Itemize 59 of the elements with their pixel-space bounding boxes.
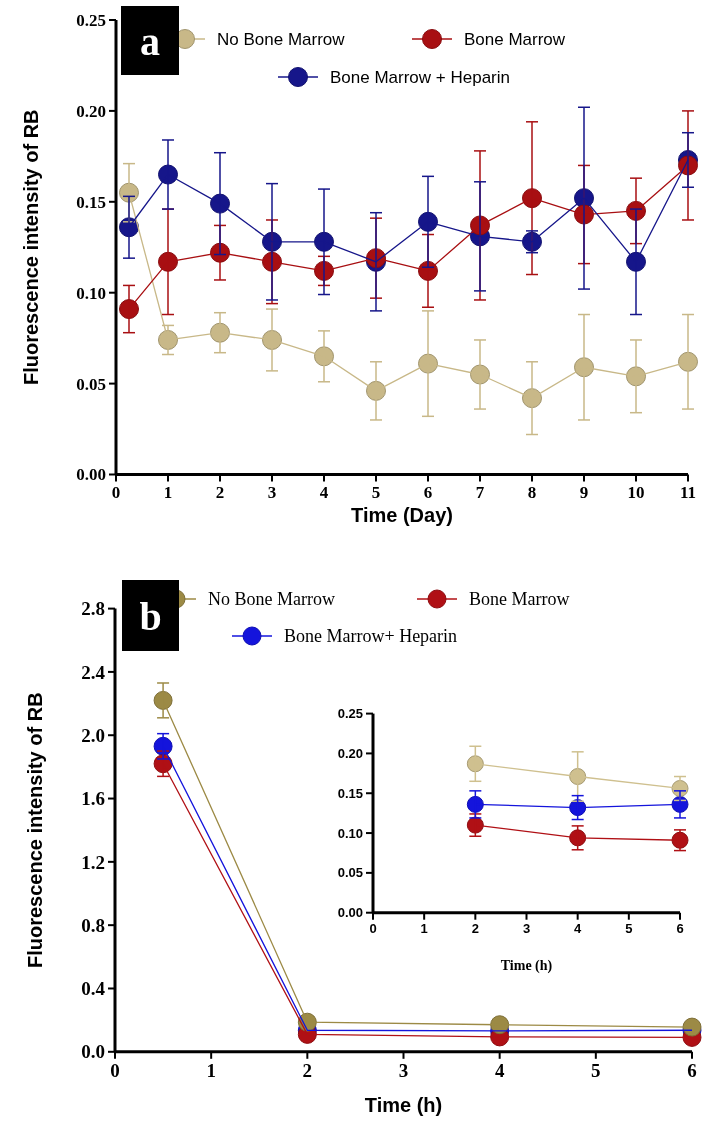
y-tick-label: 2.8 [81, 598, 105, 620]
x-tick-label: 7 [475, 483, 485, 503]
x-tick-label: 0 [111, 483, 121, 503]
x-tick-label: 5 [625, 921, 633, 937]
legend-label: No Bone Marrow [208, 589, 335, 609]
legend-label: Bone Marrow + Heparin [330, 68, 511, 87]
y-tick-label: 0.00 [337, 905, 363, 921]
x-tick-label: 2 [471, 921, 479, 937]
y-tick-label: 2.4 [81, 661, 106, 683]
y-tick-label: 0.4 [81, 978, 106, 1000]
y-tick-label: 0.05 [76, 374, 106, 394]
legend-label: Bone Marrow [469, 589, 570, 609]
x-tick-label: 6 [676, 921, 684, 937]
y-tick-label: 0.8 [81, 914, 105, 936]
y-tick-label: 0.25 [337, 706, 363, 722]
y-tick-label: 2.0 [81, 724, 105, 746]
y-tick-label: 0.10 [76, 283, 106, 303]
x-tick-label: 2 [215, 483, 225, 503]
x-tick-label: 4 [319, 483, 329, 503]
annotation: b [139, 593, 162, 639]
x-tick-label: 2 [302, 1060, 313, 1081]
y-axis-title: Fluorescence intensity of RB [24, 692, 46, 969]
x-axis-title: Time (h) [364, 1094, 443, 1116]
x-tick-label: 1 [206, 1060, 216, 1081]
x-tick-label: 0 [110, 1060, 120, 1081]
x-tick-label: 3 [267, 483, 277, 503]
x-tick-label: 11 [679, 483, 697, 503]
x-tick-label: 8 [527, 483, 537, 503]
x-tick-label: 6 [687, 1060, 697, 1081]
x-tick-label: 4 [494, 1060, 505, 1081]
x-axis-title: Time (h) [500, 958, 553, 974]
x-tick-label: 10 [627, 483, 645, 503]
y-tick-label: 0.0 [81, 1041, 105, 1063]
y-tick-label: 1.6 [81, 788, 105, 810]
y-tick-label: 0.20 [76, 101, 106, 121]
y-tick-label: 0.00 [76, 465, 106, 485]
legend-label: Bone Marrow+ Heparin [284, 626, 458, 646]
y-tick-label: 0.25 [76, 10, 106, 30]
x-tick-label: 4 [574, 921, 583, 937]
x-tick-label: 3 [522, 921, 531, 937]
x-tick-label: 1 [163, 483, 173, 503]
legend-label: Bone Marrow [464, 30, 566, 49]
x-tick-label: 5 [591, 1060, 601, 1081]
x-tick-label: 0 [369, 921, 377, 937]
y-axis-title: Fluorescence intensity of RB [20, 109, 42, 386]
x-axis-title: Time (Day) [351, 504, 453, 526]
x-tick-label: 3 [398, 1060, 409, 1081]
y-tick-label: 0.05 [337, 865, 363, 881]
x-tick-label: 9 [579, 483, 589, 503]
annotation: a [140, 18, 160, 64]
y-tick-label: 1.2 [81, 851, 105, 873]
y-tick-label: 0.15 [76, 192, 106, 212]
y-tick-label: 0.10 [337, 825, 363, 841]
y-tick-label: 0.20 [337, 745, 363, 761]
x-tick-label: 6 [423, 483, 433, 503]
x-tick-label: 5 [371, 483, 381, 503]
y-tick-label: 0.15 [337, 785, 363, 801]
x-tick-label: 1 [420, 921, 428, 937]
legend-label: No Bone Marrow [217, 30, 346, 49]
